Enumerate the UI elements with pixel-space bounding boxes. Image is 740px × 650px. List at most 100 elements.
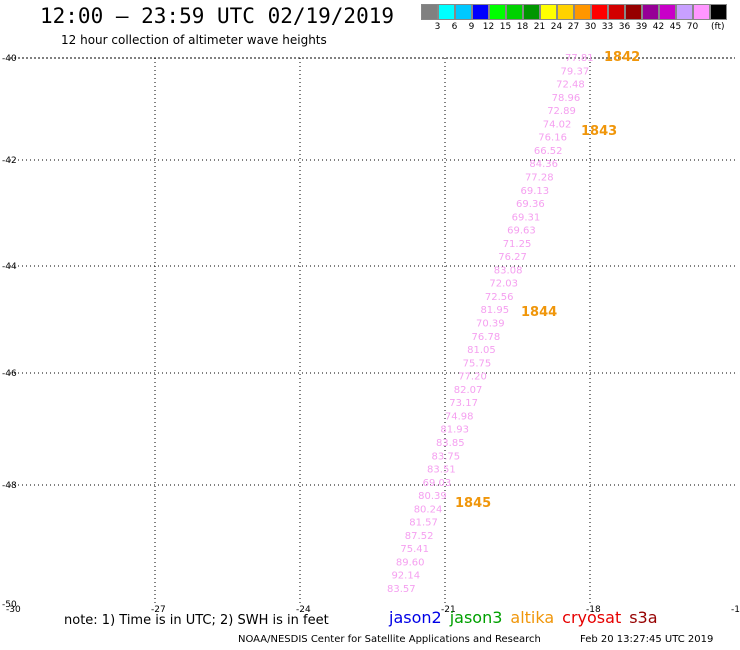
swh-value: 81.93 [440,425,469,436]
swh-value: 71.25 [503,239,532,250]
color-scale-label: 39 [635,22,648,32]
color-swatch [472,4,489,20]
swh-value: 83.08 [494,265,523,276]
x-tick-label: -30 [6,605,21,615]
time-label: 1843 [581,124,617,139]
satellite-jason3: jason3 [449,608,503,627]
time-label: 1844 [521,305,557,320]
color-swatch [591,4,608,20]
x-tick-label: -21 [441,605,456,615]
color-swatch [489,4,506,20]
color-scale-labels: 3 6 9 12 15 18 21 24 27 30 33 36 39 42 45 70 [421,22,701,32]
color-swatch [625,4,642,20]
swh-value: 82.07 [454,385,483,396]
y-tick-label: -42 [2,156,17,166]
swh-value: 81.95 [480,305,509,316]
color-scale-label: 36 [618,22,631,32]
color-scale-label: 18 [516,22,529,32]
swh-value: 74.02 [543,119,572,130]
color-swatch [438,4,455,20]
swh-value: 69.03 [423,478,452,489]
color-swatch [659,4,676,20]
swh-value: 75.75 [463,358,492,369]
time-label: 1842 [604,50,640,65]
color-swatch [421,4,438,20]
swh-value: 69.31 [512,212,541,223]
color-scale-label: 45 [669,22,682,32]
generated-timestamp: Feb 20 13:27:45 UTC 2019 [580,634,714,645]
swh-value: 81.05 [467,345,496,356]
swh-value: 70.39 [476,319,505,330]
color-scale-label: 12 [482,22,495,32]
swh-value: 80.39 [418,491,447,502]
color-swatch [455,4,472,20]
x-tick-label: -27 [151,605,166,615]
units-note: note: 1) Time is in UTC; 2) SWH is in fe… [64,613,329,628]
color-scale-label: 24 [550,22,563,32]
x-tick-label: -18 [586,605,601,615]
swh-value: 80.24 [414,504,443,515]
color-scale-label: 27 [567,22,580,32]
swh-value: 76.78 [472,332,501,343]
swh-value: 77.28 [525,172,554,183]
color-scale-label: 15 [499,22,512,32]
swh-value: 84.36 [529,159,558,170]
swh-value: 76.27 [498,252,527,263]
swh-value: 89.60 [396,557,425,568]
swh-value: 75.41 [400,544,429,555]
scale-unit: (ft) [711,22,725,32]
swh-value: 77.81 [565,53,594,64]
color-swatch [710,4,727,20]
swh-value: 69.63 [507,226,536,237]
y-tick-label: -40 [2,54,17,64]
swh-value: 83.75 [432,451,461,462]
color-swatch [693,4,710,20]
swh-value: 69.13 [521,186,550,197]
color-scale-label: 70 [686,22,699,32]
color-swatch [608,4,625,20]
color-scale-label: 3 [434,22,441,32]
color-scale-label: 9 [468,22,475,32]
swh-value: 69.36 [516,199,545,210]
color-swatch [574,4,591,20]
color-swatch [523,4,540,20]
swh-value: 78.96 [552,93,581,104]
swh-value: 72.48 [556,80,585,91]
satellite-cryosat: cryosat [562,608,622,627]
y-tick-label: -50 [2,600,17,610]
y-tick-label: -48 [2,481,17,491]
swh-value: 66.52 [534,146,563,157]
swh-value: 83.51 [427,465,456,476]
color-scale-label: 33 [601,22,614,32]
swh-value: 76.16 [538,133,567,144]
swh-value: 83.57 [387,584,416,595]
color-scale-label: 6 [451,22,458,32]
color-swatch [506,4,523,20]
satellite-s3a: s3a [629,608,658,627]
y-tick-label: -44 [2,262,17,272]
swh-value: 77.20 [458,372,487,383]
swh-value: 73.17 [449,398,478,409]
color-swatch [557,4,574,20]
color-scale-label: 30 [584,22,597,32]
swh-value: 79.37 [561,66,590,77]
swh-value: 92.14 [391,571,420,582]
color-scale [421,4,727,20]
swh-value: 72.89 [547,106,576,117]
swh-value: 81.57 [409,518,438,529]
x-tick-label: -15 [731,605,740,615]
map-subtitle: 12 hour collection of altimeter wave hei… [61,33,327,47]
color-swatch [676,4,693,20]
swh-value: 72.56 [485,292,514,303]
swh-value: 72.03 [489,279,518,290]
color-swatch [642,4,659,20]
satellite-altika: altika [510,608,555,627]
time-label: 1845 [455,496,491,511]
map-title: 12:00 – 23:59 UTC 02/19/2019 [40,4,395,28]
satellite-jason2: jason2 [389,608,442,627]
color-swatch [540,4,557,20]
satellite-legend: jason2 jason3 altika cryosat s3a [389,608,658,627]
swh-value: 83.85 [436,438,465,449]
color-scale-label: 21 [533,22,546,32]
